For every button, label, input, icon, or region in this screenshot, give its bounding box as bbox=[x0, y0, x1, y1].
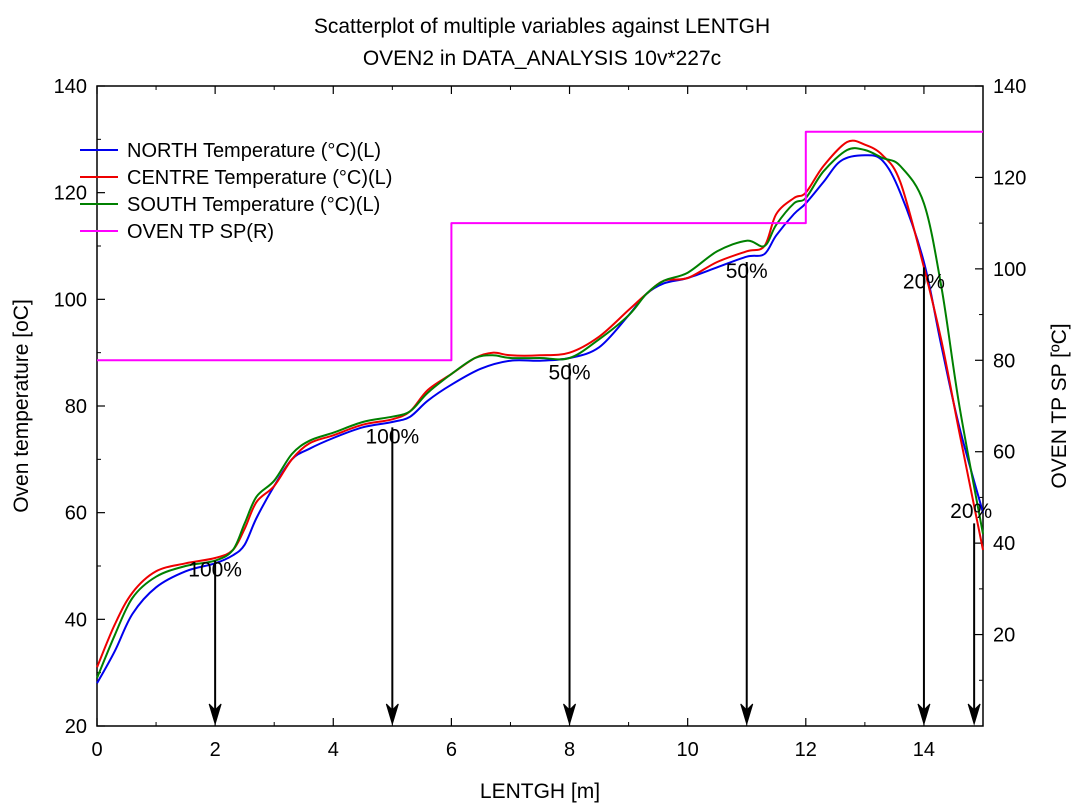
y2-axis-title: OVEN TP SP [ºC] bbox=[1048, 323, 1071, 488]
annotation-label: 100% bbox=[365, 425, 419, 448]
legend: NORTH Temperature (°C)(L) CENTRE Temperat… bbox=[80, 140, 392, 243]
annotation-label: 20% bbox=[903, 271, 945, 294]
y-tick-label: 80 bbox=[65, 396, 87, 418]
annotation-label: 50% bbox=[549, 361, 591, 384]
y-axis-title: Oven temperature [oC] bbox=[10, 299, 33, 513]
x-tick-label: 4 bbox=[328, 739, 339, 761]
y2-tick-label: 20 bbox=[993, 625, 1015, 647]
y2-tick-label: 120 bbox=[993, 167, 1026, 189]
y-tick-label: 40 bbox=[65, 609, 87, 631]
y-tick-label: 140 bbox=[54, 76, 87, 98]
arrow-head bbox=[967, 703, 981, 726]
y-tick-label: 120 bbox=[54, 183, 87, 205]
series-line-south-temperature-c-l bbox=[96, 147, 984, 679]
annotation-label: 20% bbox=[950, 500, 992, 523]
y2-tick-label: 140 bbox=[993, 76, 1026, 98]
series-layer bbox=[96, 130, 984, 684]
arrow-head bbox=[563, 703, 577, 726]
y-tick-label: 20 bbox=[65, 716, 87, 738]
arrow-layer bbox=[208, 262, 981, 726]
x-axis-title: LENTGH [m] bbox=[480, 780, 600, 803]
series-line-oven-tp-sp-r bbox=[97, 130, 983, 362]
y-tick-label: 100 bbox=[54, 289, 87, 311]
x-tick-label: 2 bbox=[210, 739, 221, 761]
y2-tick-label: 80 bbox=[993, 350, 1015, 372]
series-line-centre-temperature-c-l bbox=[96, 139, 984, 668]
y-axis-left: 20 40 60 80 100 120 140 bbox=[54, 76, 105, 738]
y2-tick-label: 60 bbox=[993, 442, 1015, 464]
annotation-label: 100% bbox=[188, 559, 242, 582]
legend-label: CENTRE Temperature (°C)(L) bbox=[127, 167, 392, 189]
arrow-head bbox=[385, 703, 399, 726]
annotation-label: 50% bbox=[726, 260, 768, 283]
x-tick-label: 10 bbox=[677, 739, 699, 761]
arrow-head bbox=[917, 703, 931, 726]
arrow-head bbox=[740, 703, 754, 726]
x-tick-label: 0 bbox=[91, 739, 102, 761]
chart-title: Scatterplot of multiple variables agains… bbox=[314, 15, 770, 38]
x-tick-label: 14 bbox=[913, 739, 935, 761]
x-tick-label: 6 bbox=[446, 739, 457, 761]
y2-tick-label: 40 bbox=[993, 533, 1015, 555]
legend-label: SOUTH Temperature (°C)(L) bbox=[127, 194, 380, 216]
arrow-head bbox=[208, 703, 222, 726]
y-tick-label: 60 bbox=[65, 503, 87, 525]
legend-label: OVEN TP SP(R) bbox=[127, 221, 274, 243]
x-tick-label: 12 bbox=[795, 739, 817, 761]
x-tick-label: 8 bbox=[564, 739, 575, 761]
y2-tick-label: 100 bbox=[993, 259, 1026, 281]
legend-label: NORTH Temperature (°C)(L) bbox=[127, 140, 381, 162]
y-axis-right: 20 40 60 80 100 120 140 bbox=[975, 76, 1026, 681]
annotation-layer: 100% 100% 50% 50% 20% 20% bbox=[188, 260, 992, 582]
chart-subtitle: OVEN2 in DATA_ANALYSIS 10v*227c bbox=[363, 47, 721, 70]
